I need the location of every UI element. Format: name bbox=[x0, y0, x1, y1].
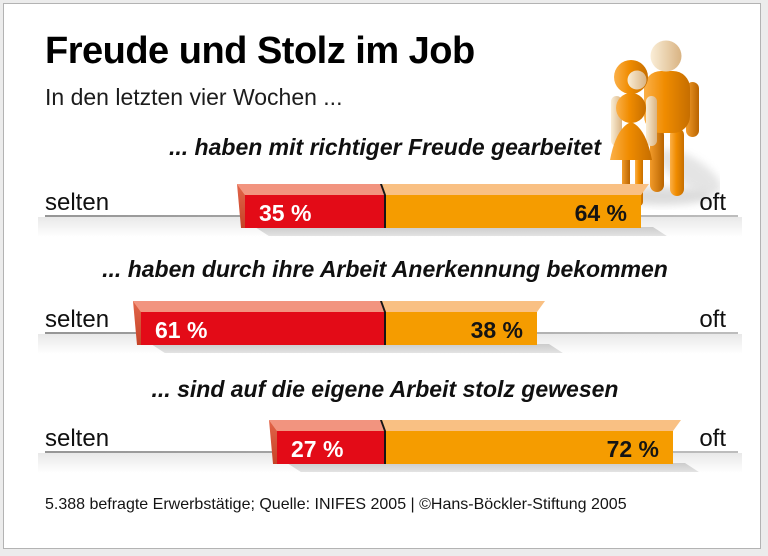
man-head bbox=[650, 40, 682, 72]
axis-label-selten: selten bbox=[45, 189, 110, 216]
bar-caption: ... haben durch ihre Arbeit Anerkennung … bbox=[102, 256, 668, 282]
bar-drop-shadow bbox=[287, 463, 699, 472]
value-label-selten: 27 % bbox=[291, 436, 344, 462]
value-label-oft: 72 % bbox=[606, 436, 659, 462]
bar-drop-shadow bbox=[151, 344, 563, 353]
woman-face bbox=[627, 70, 647, 90]
page-subtitle: In den letzten vier Wochen ... bbox=[45, 84, 343, 110]
bar-segment-selten bbox=[141, 312, 385, 345]
page-title: Freude und Stolz im Job bbox=[45, 30, 475, 72]
bar-caption: ... haben mit richtiger Freude gearbeite… bbox=[169, 134, 601, 160]
bar-top-bevel-red bbox=[237, 184, 385, 195]
bar-segment-oft bbox=[385, 195, 641, 228]
bar-drop-shadow bbox=[255, 227, 667, 236]
bar-divider bbox=[384, 312, 386, 345]
value-label-oft: 64 % bbox=[574, 200, 627, 226]
axis-label-oft: oft bbox=[699, 189, 726, 216]
axis-label-oft: oft bbox=[699, 306, 726, 333]
diverging-bar: 27 % 72 % bbox=[269, 420, 681, 464]
bar-top-bevel-red bbox=[133, 301, 385, 312]
bar-segment-selten bbox=[277, 431, 385, 464]
bar-top-bevel bbox=[133, 301, 545, 312]
bar-top-bevel bbox=[237, 184, 649, 195]
value-label-selten: 35 % bbox=[259, 200, 312, 226]
axis-label-selten: selten bbox=[45, 306, 110, 333]
bar-top-bevel bbox=[269, 420, 681, 431]
people-illustration bbox=[610, 40, 720, 206]
bar-divider bbox=[384, 431, 386, 464]
bar-top-bevel-red bbox=[269, 420, 385, 431]
value-label-oft: 38 % bbox=[470, 317, 523, 343]
source-note: 5.388 befragte Erwerbstätige; Quelle: IN… bbox=[45, 496, 627, 513]
diverging-bar: 61 % 38 % bbox=[133, 301, 545, 345]
bar-segment-oft bbox=[385, 312, 537, 345]
bar-caption: ... sind auf die eigene Arbeit stolz gew… bbox=[151, 376, 619, 402]
bar-divider bbox=[384, 195, 386, 228]
axis-label-oft: oft bbox=[699, 425, 726, 452]
bar-segment-oft bbox=[385, 431, 673, 464]
axis-label-selten: selten bbox=[45, 425, 110, 452]
bar-segment-selten bbox=[245, 195, 385, 228]
value-label-selten: 61 % bbox=[155, 317, 208, 343]
diverging-bar: 35 % 64 % bbox=[237, 184, 649, 228]
